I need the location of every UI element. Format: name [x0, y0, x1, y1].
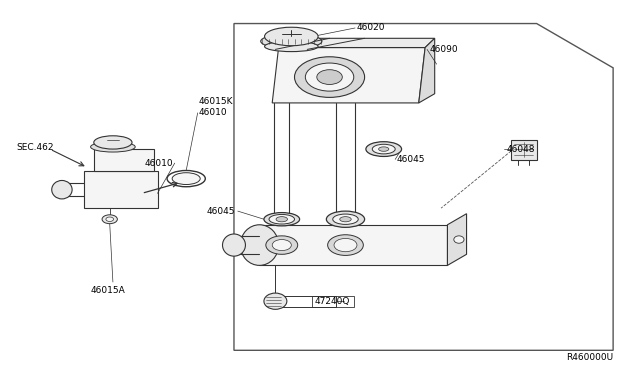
Ellipse shape: [52, 180, 72, 199]
Ellipse shape: [172, 173, 200, 185]
Ellipse shape: [334, 238, 357, 252]
Ellipse shape: [294, 57, 365, 97]
Text: 46045: 46045: [396, 155, 425, 164]
Polygon shape: [278, 38, 435, 48]
Ellipse shape: [94, 136, 132, 149]
Ellipse shape: [269, 214, 294, 224]
Polygon shape: [84, 171, 157, 208]
Polygon shape: [94, 149, 154, 171]
Ellipse shape: [328, 235, 364, 256]
Polygon shape: [447, 214, 467, 265]
Ellipse shape: [91, 142, 135, 152]
Ellipse shape: [366, 142, 401, 157]
Text: SEC.462: SEC.462: [16, 143, 54, 152]
Text: 47240Q: 47240Q: [315, 297, 350, 306]
Ellipse shape: [264, 293, 287, 310]
Text: 46010: 46010: [145, 158, 173, 168]
Ellipse shape: [276, 217, 287, 222]
Ellipse shape: [264, 41, 318, 52]
Ellipse shape: [379, 147, 389, 151]
Ellipse shape: [333, 214, 358, 224]
Ellipse shape: [372, 144, 395, 154]
Polygon shape: [419, 38, 435, 103]
Text: R460000U: R460000U: [566, 353, 613, 362]
Ellipse shape: [264, 212, 300, 226]
Ellipse shape: [272, 240, 291, 251]
Ellipse shape: [106, 217, 113, 221]
Ellipse shape: [317, 70, 342, 84]
Text: 46090: 46090: [429, 45, 458, 54]
Ellipse shape: [264, 27, 318, 46]
Text: 46020: 46020: [357, 23, 385, 32]
Ellipse shape: [102, 215, 117, 224]
Text: 46048: 46048: [506, 145, 534, 154]
Ellipse shape: [340, 217, 351, 222]
Text: 46010: 46010: [199, 108, 228, 118]
Text: 46015K: 46015K: [199, 97, 234, 106]
Ellipse shape: [305, 63, 354, 91]
Bar: [278, 296, 336, 307]
Ellipse shape: [454, 236, 464, 243]
Text: 46045: 46045: [207, 206, 236, 216]
Ellipse shape: [241, 225, 278, 265]
Ellipse shape: [266, 236, 298, 254]
Ellipse shape: [223, 234, 246, 256]
Ellipse shape: [260, 34, 322, 49]
Bar: [312, 296, 354, 307]
Polygon shape: [511, 140, 537, 160]
Polygon shape: [259, 225, 447, 265]
Ellipse shape: [326, 211, 365, 227]
Text: 46015A: 46015A: [91, 286, 125, 295]
Polygon shape: [272, 48, 425, 103]
